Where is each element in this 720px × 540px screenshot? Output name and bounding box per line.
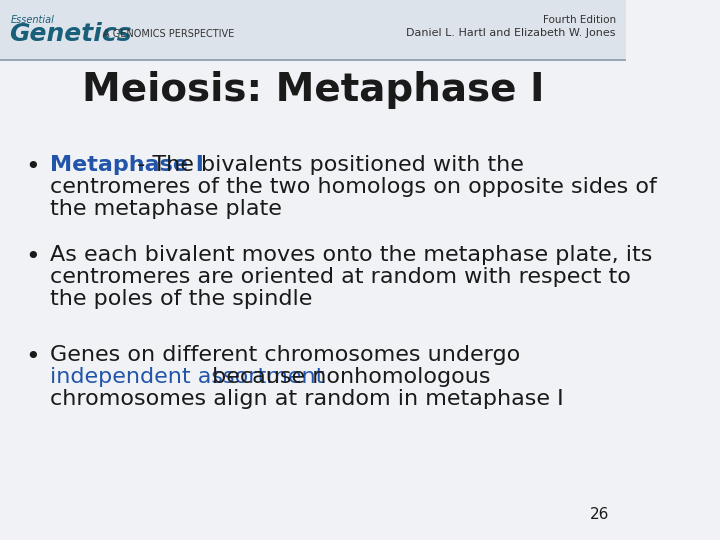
Text: Genetics: Genetics: [9, 22, 131, 46]
FancyBboxPatch shape: [0, 0, 626, 60]
Text: centromeres are oriented at random with respect to: centromeres are oriented at random with …: [50, 267, 631, 287]
Text: the metaphase plate: the metaphase plate: [50, 199, 282, 219]
Text: As each bivalent moves onto the metaphase plate, its: As each bivalent moves onto the metaphas…: [50, 245, 653, 265]
Text: Metaphase I: Metaphase I: [50, 155, 204, 175]
Text: the poles of the spindle: the poles of the spindle: [50, 289, 312, 309]
Text: Essential: Essential: [10, 15, 54, 25]
Text: chromosomes align at random in metaphase I: chromosomes align at random in metaphase…: [50, 389, 564, 409]
Text: Genes on different chromosomes undergo: Genes on different chromosomes undergo: [50, 345, 521, 365]
Text: Fourth Edition: Fourth Edition: [543, 15, 616, 25]
Text: independent assortment: independent assortment: [50, 367, 325, 387]
Text: - The bivalents positioned with the: - The bivalents positioned with the: [130, 155, 524, 175]
Text: •: •: [26, 245, 40, 269]
Text: A GENOMICS PERSPECTIVE: A GENOMICS PERSPECTIVE: [103, 29, 234, 39]
Text: •: •: [26, 345, 40, 369]
Text: Meiosis: Metaphase I: Meiosis: Metaphase I: [82, 71, 544, 109]
Text: •: •: [26, 155, 40, 179]
Text: centromeres of the two homologs on opposite sides of: centromeres of the two homologs on oppos…: [50, 177, 657, 197]
Text: because nonhomologous: because nonhomologous: [205, 367, 491, 387]
Text: Daniel L. Hartl and Elizabeth W. Jones: Daniel L. Hartl and Elizabeth W. Jones: [406, 28, 616, 38]
Text: 26: 26: [590, 507, 609, 522]
